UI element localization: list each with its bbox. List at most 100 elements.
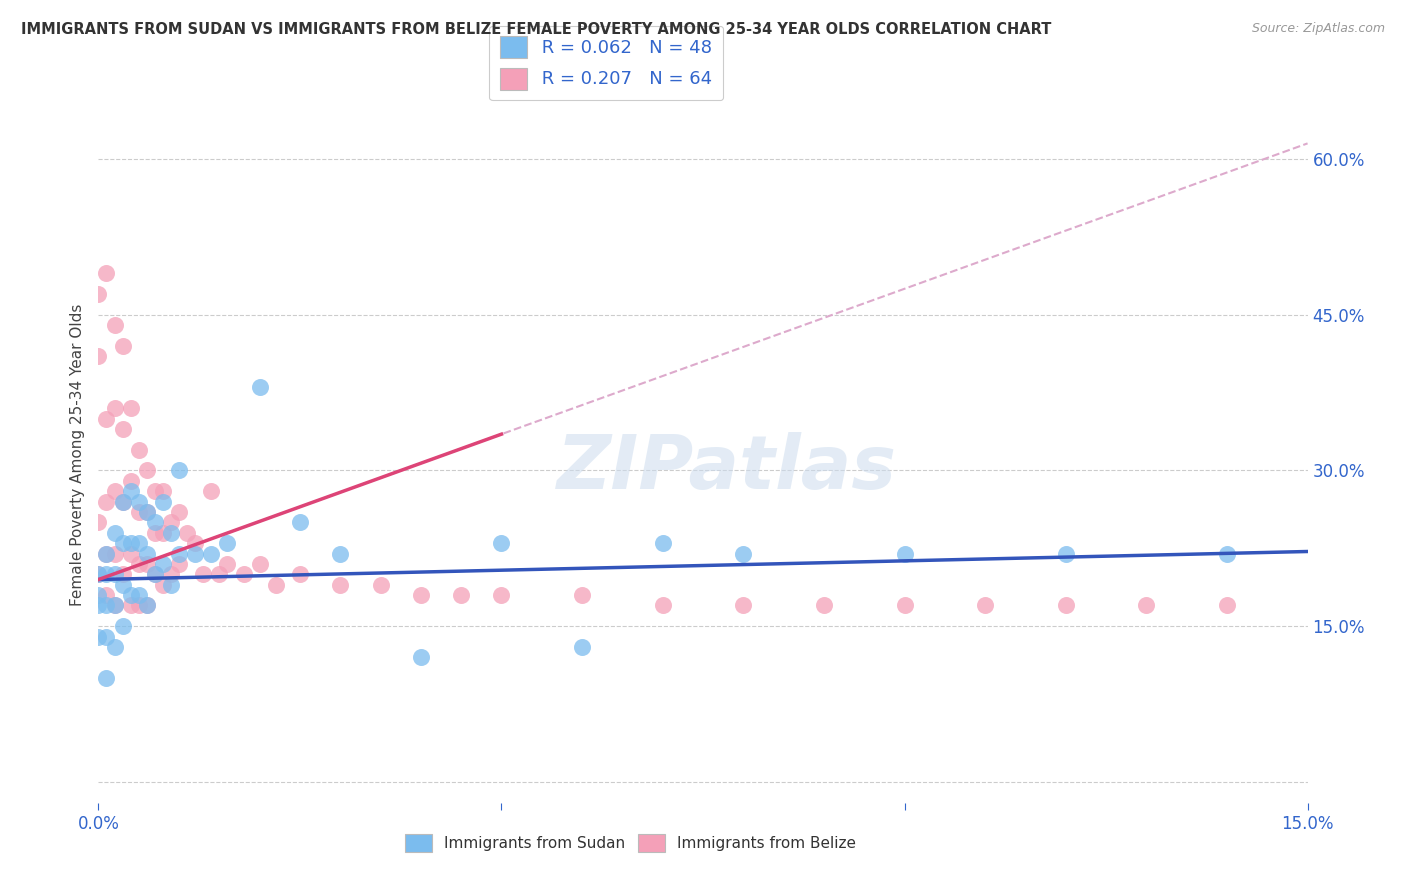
- Point: [249, 557, 271, 571]
- Point: [264, 578, 287, 592]
- Point: [128, 557, 150, 571]
- Point: [160, 516, 183, 530]
- Point: [103, 547, 125, 561]
- Point: [249, 380, 271, 394]
- Point: [152, 578, 174, 592]
- Point: [176, 525, 198, 540]
- Point: [329, 578, 352, 592]
- Point: [152, 525, 174, 540]
- Point: [217, 557, 239, 571]
- Point: [87, 287, 110, 301]
- Point: [143, 525, 166, 540]
- Point: [733, 599, 755, 613]
- Point: [491, 536, 513, 550]
- Point: [96, 567, 118, 582]
- Point: [103, 484, 125, 499]
- Point: [491, 588, 513, 602]
- Point: [651, 536, 673, 550]
- Point: [103, 567, 125, 582]
- Point: [128, 505, 150, 519]
- Point: [152, 557, 174, 571]
- Point: [733, 547, 755, 561]
- Point: [111, 619, 134, 633]
- Point: [96, 630, 118, 644]
- Point: [120, 536, 142, 550]
- Point: [111, 536, 134, 550]
- Point: [103, 640, 125, 654]
- Legend: Immigrants from Sudan, Immigrants from Belize: Immigrants from Sudan, Immigrants from B…: [398, 828, 862, 858]
- Point: [120, 401, 142, 416]
- Point: [103, 599, 125, 613]
- Point: [143, 567, 166, 582]
- Point: [288, 567, 311, 582]
- Point: [87, 516, 110, 530]
- Point: [135, 557, 157, 571]
- Point: [160, 567, 183, 582]
- Point: [128, 442, 150, 457]
- Text: IMMIGRANTS FROM SUDAN VS IMMIGRANTS FROM BELIZE FEMALE POVERTY AMONG 25-34 YEAR : IMMIGRANTS FROM SUDAN VS IMMIGRANTS FROM…: [21, 22, 1052, 37]
- Point: [152, 484, 174, 499]
- Point: [143, 484, 166, 499]
- Point: [1216, 599, 1239, 613]
- Point: [813, 599, 835, 613]
- Point: [96, 671, 118, 685]
- Point: [96, 494, 118, 508]
- Point: [111, 339, 134, 353]
- Point: [143, 567, 166, 582]
- Point: [128, 588, 150, 602]
- Point: [111, 494, 134, 508]
- Point: [135, 599, 157, 613]
- Point: [135, 463, 157, 477]
- Point: [103, 318, 125, 332]
- Point: [167, 505, 190, 519]
- Point: [128, 494, 150, 508]
- Point: [87, 567, 110, 582]
- Y-axis label: Female Poverty Among 25-34 Year Olds: Female Poverty Among 25-34 Year Olds: [69, 304, 84, 606]
- Point: [571, 588, 593, 602]
- Point: [87, 567, 110, 582]
- Point: [135, 505, 157, 519]
- Point: [103, 599, 125, 613]
- Point: [87, 349, 110, 363]
- Point: [135, 547, 157, 561]
- Point: [184, 547, 207, 561]
- Point: [409, 588, 432, 602]
- Point: [143, 516, 166, 530]
- Point: [87, 599, 110, 613]
- Point: [120, 599, 142, 613]
- Point: [651, 599, 673, 613]
- Point: [200, 484, 222, 499]
- Point: [120, 474, 142, 488]
- Point: [120, 484, 142, 499]
- Point: [450, 588, 472, 602]
- Point: [111, 494, 134, 508]
- Point: [193, 567, 215, 582]
- Point: [1135, 599, 1157, 613]
- Point: [87, 588, 110, 602]
- Point: [96, 547, 118, 561]
- Point: [103, 401, 125, 416]
- Point: [208, 567, 231, 582]
- Point: [571, 640, 593, 654]
- Point: [893, 547, 915, 561]
- Point: [96, 266, 118, 280]
- Point: [1054, 547, 1077, 561]
- Point: [217, 536, 239, 550]
- Point: [103, 525, 125, 540]
- Point: [128, 599, 150, 613]
- Point: [288, 516, 311, 530]
- Point: [120, 547, 142, 561]
- Point: [370, 578, 392, 592]
- Point: [1054, 599, 1077, 613]
- Point: [120, 588, 142, 602]
- Point: [128, 536, 150, 550]
- Point: [111, 567, 134, 582]
- Text: ZIPatlas: ZIPatlas: [557, 433, 897, 506]
- Point: [152, 494, 174, 508]
- Point: [200, 547, 222, 561]
- Text: Source: ZipAtlas.com: Source: ZipAtlas.com: [1251, 22, 1385, 36]
- Point: [160, 578, 183, 592]
- Point: [167, 547, 190, 561]
- Point: [893, 599, 915, 613]
- Point: [1216, 547, 1239, 561]
